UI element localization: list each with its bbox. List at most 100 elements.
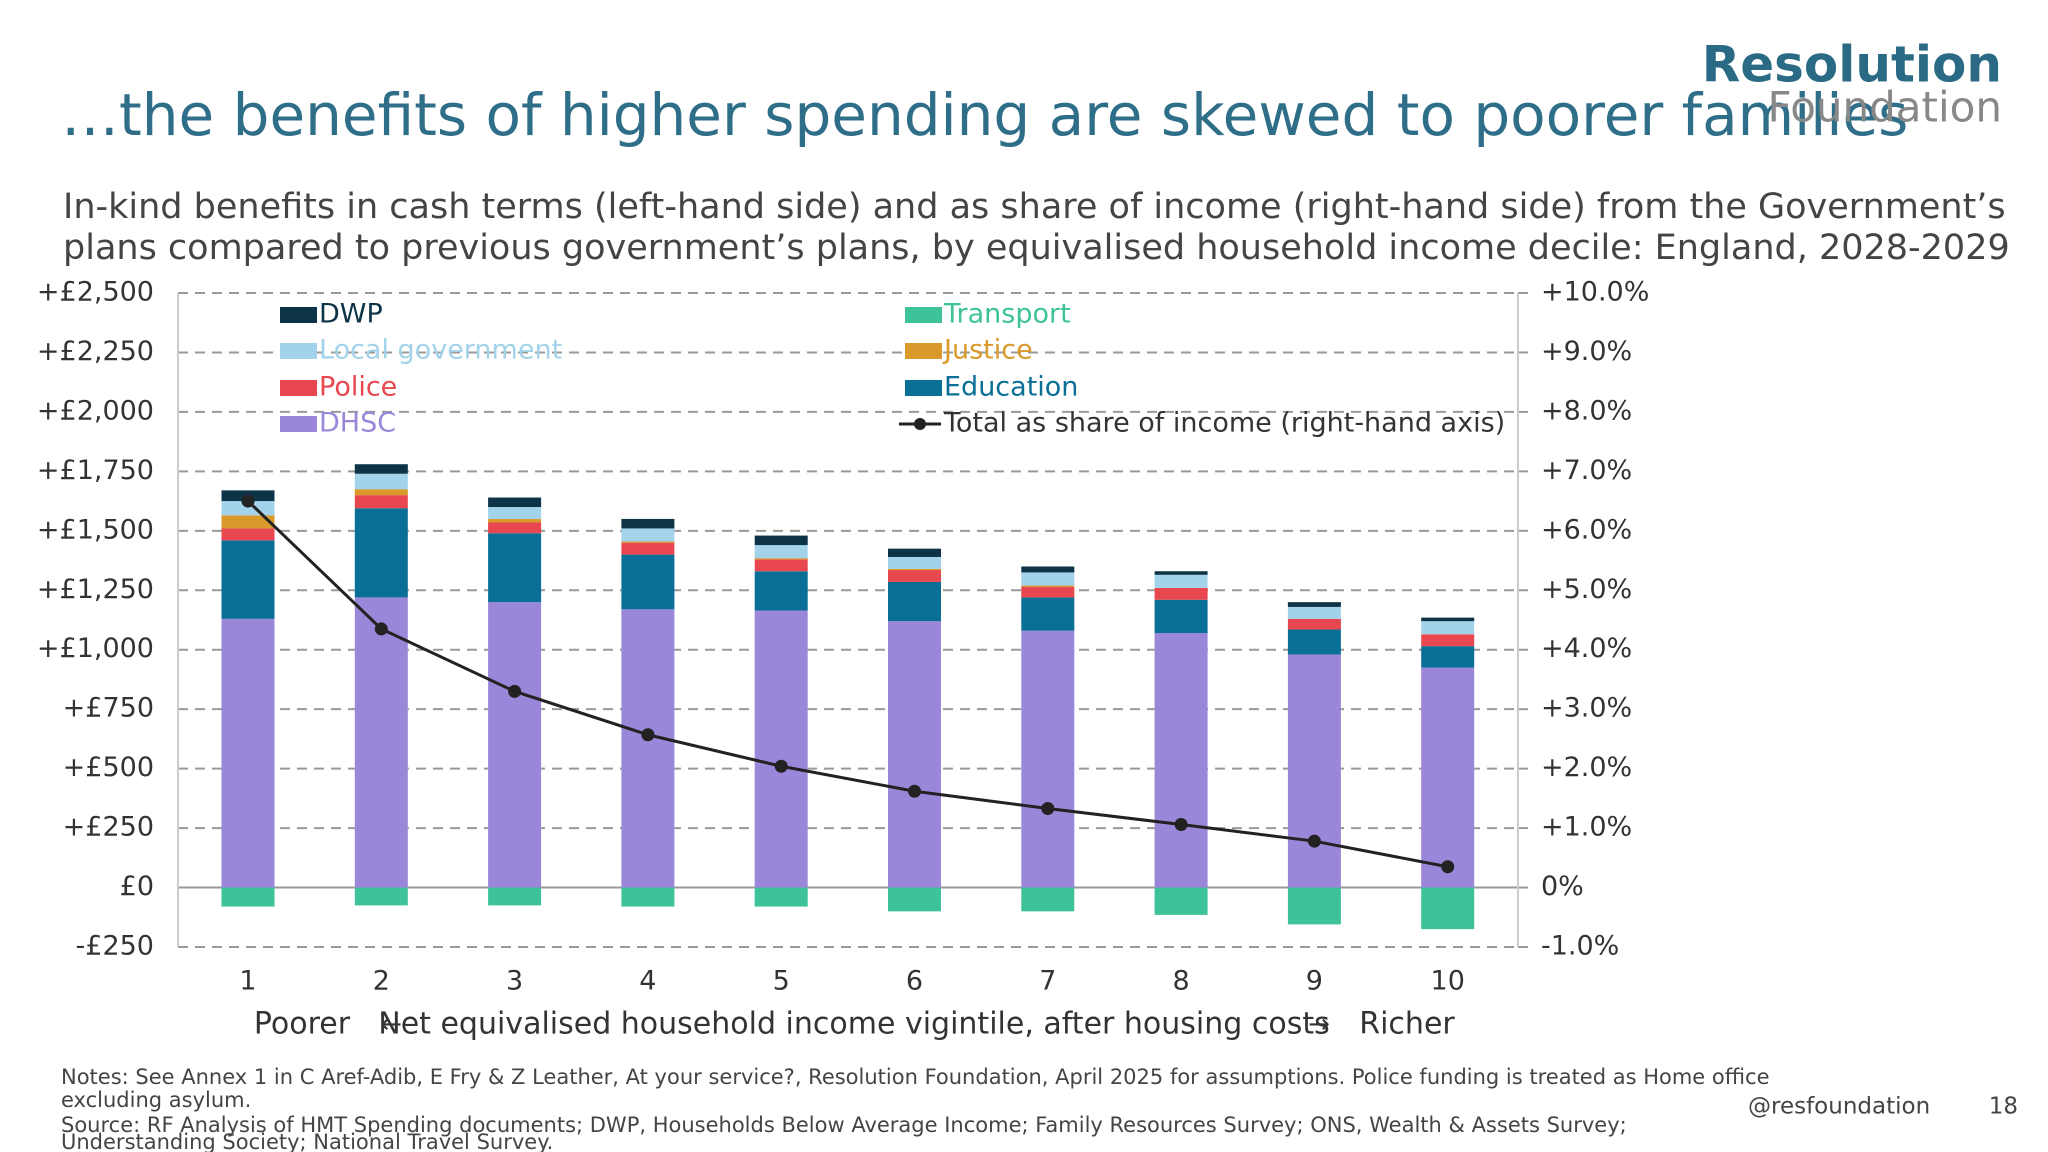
- line-marker: [508, 684, 522, 698]
- bar-segment: [221, 515, 275, 529]
- x-tick-label: 9: [1306, 966, 1323, 997]
- y-tick-label: +£1,000: [37, 633, 154, 664]
- bar-segment: [1021, 630, 1075, 888]
- bar-segment: [1021, 597, 1075, 631]
- bar-segment: [888, 887, 941, 912]
- y-tick-label: -£250: [76, 931, 154, 962]
- page-number: 18: [1989, 1094, 2018, 1120]
- x-tick-label: 2: [373, 966, 390, 997]
- bar-segment: [1154, 587, 1208, 600]
- x-tick-label: 10: [1431, 966, 1465, 997]
- bar-segment: [621, 887, 675, 907]
- bar-segment: [1154, 599, 1208, 634]
- bar-segment: [621, 542, 675, 555]
- bar-segment: [488, 518, 542, 523]
- bar-segment: [621, 541, 675, 543]
- bar-segment: [354, 489, 408, 496]
- x-axis-label: Net equivalised household income viginti…: [378, 1007, 1329, 1042]
- bar-segment: [488, 507, 542, 519]
- bar-segment: [621, 518, 675, 529]
- legend-swatch: [280, 380, 317, 396]
- source: Source: RF Analysis of HMT Spending docu…: [61, 1113, 1627, 1137]
- y2-tick-label: +8.0%: [1541, 395, 1632, 426]
- bar-segment: [221, 618, 275, 888]
- chart-subtitle: plans compared to previous government’s …: [63, 228, 2010, 268]
- legend-label: Total as share of income (right-hand axi…: [943, 408, 1505, 439]
- bar-segment: [354, 464, 408, 474]
- bar-segment: [354, 508, 408, 598]
- bar-segment: [488, 497, 542, 508]
- bar-segment: [1421, 887, 1475, 930]
- bar-segment: [888, 548, 941, 557]
- x-axis-label: Richer: [1359, 1007, 1455, 1042]
- bar-segment: [754, 545, 808, 559]
- legend-label: DWP: [319, 299, 383, 330]
- chart-title: …the benefits of higher spending are ske…: [61, 81, 1908, 149]
- logo-text: Resolution: [1702, 36, 2002, 94]
- bar-segment: [754, 559, 808, 572]
- bar-segment: [888, 568, 941, 571]
- y-tick-label: +£500: [63, 752, 154, 783]
- logo-text: Foundation: [1768, 83, 2002, 132]
- y2-tick-label: +9.0%: [1541, 336, 1632, 367]
- legend-label: Police: [319, 372, 397, 403]
- y-tick-label: +£2,250: [37, 336, 154, 367]
- bar-segment: [1421, 621, 1475, 635]
- line-marker: [1307, 834, 1321, 848]
- bar-segment: [1421, 634, 1475, 647]
- bar-segment: [754, 887, 808, 907]
- notes: excluding asylum.: [61, 1088, 251, 1112]
- legend-label: Local government: [319, 335, 562, 366]
- bar-segment: [754, 535, 808, 546]
- legend-swatch: [280, 343, 317, 359]
- bar-segment: [488, 887, 542, 906]
- line-marker: [641, 728, 655, 742]
- bar-segment: [1154, 571, 1208, 575]
- bar-segment: [488, 522, 542, 534]
- bar-segment: [1287, 629, 1341, 655]
- bar-segment: [1287, 602, 1341, 607]
- bar-segment: [754, 571, 808, 611]
- handle: @resfoundation: [1748, 1094, 1930, 1120]
- line-marker: [241, 494, 255, 508]
- line-marker: [1441, 860, 1455, 874]
- y-tick-label: +£750: [63, 693, 154, 724]
- legend-label: Transport: [943, 299, 1071, 330]
- bar-segment: [888, 621, 941, 888]
- x-tick-label: 4: [639, 966, 656, 997]
- y-tick-label: +£2,500: [37, 277, 154, 308]
- legend-swatch: [905, 380, 942, 396]
- bar-segment: [1021, 566, 1075, 573]
- y2-tick-label: +10.0%: [1541, 277, 1649, 308]
- bar-segment: [621, 554, 675, 610]
- bar-segment: [221, 528, 275, 541]
- legend-swatch: [905, 307, 942, 323]
- y-tick-label: +£250: [63, 812, 154, 843]
- bar-segment: [888, 570, 941, 582]
- bar-segment: [221, 887, 275, 907]
- source: Understanding Society; National Travel S…: [61, 1130, 553, 1152]
- bar-segment: [1021, 585, 1075, 587]
- bar-segment: [1421, 617, 1475, 622]
- y2-tick-label: +3.0%: [1541, 693, 1632, 724]
- bar-segment: [888, 556, 941, 569]
- bar-segment: [354, 473, 408, 490]
- y-tick-label: £0: [120, 871, 154, 902]
- bar-segment: [1287, 606, 1341, 619]
- bar-segment: [754, 558, 808, 560]
- bar-segment: [488, 533, 542, 603]
- y-tick-label: +£2,000: [37, 395, 154, 426]
- x-tick-label: 7: [1039, 966, 1056, 997]
- line-marker: [908, 784, 921, 798]
- bar-segment: [1021, 887, 1075, 912]
- y-tick-label: +£1,750: [37, 455, 154, 486]
- bar-segment: [1154, 633, 1208, 888]
- bar-segment: [621, 609, 675, 888]
- bar-segment: [888, 581, 941, 622]
- bar-segment: [354, 887, 408, 906]
- bar-segment: [621, 528, 675, 542]
- y2-tick-label: +4.0%: [1541, 633, 1632, 664]
- bar-segment: [1154, 887, 1208, 915]
- legend-swatch: [280, 307, 317, 323]
- x-tick-label: 5: [773, 966, 790, 997]
